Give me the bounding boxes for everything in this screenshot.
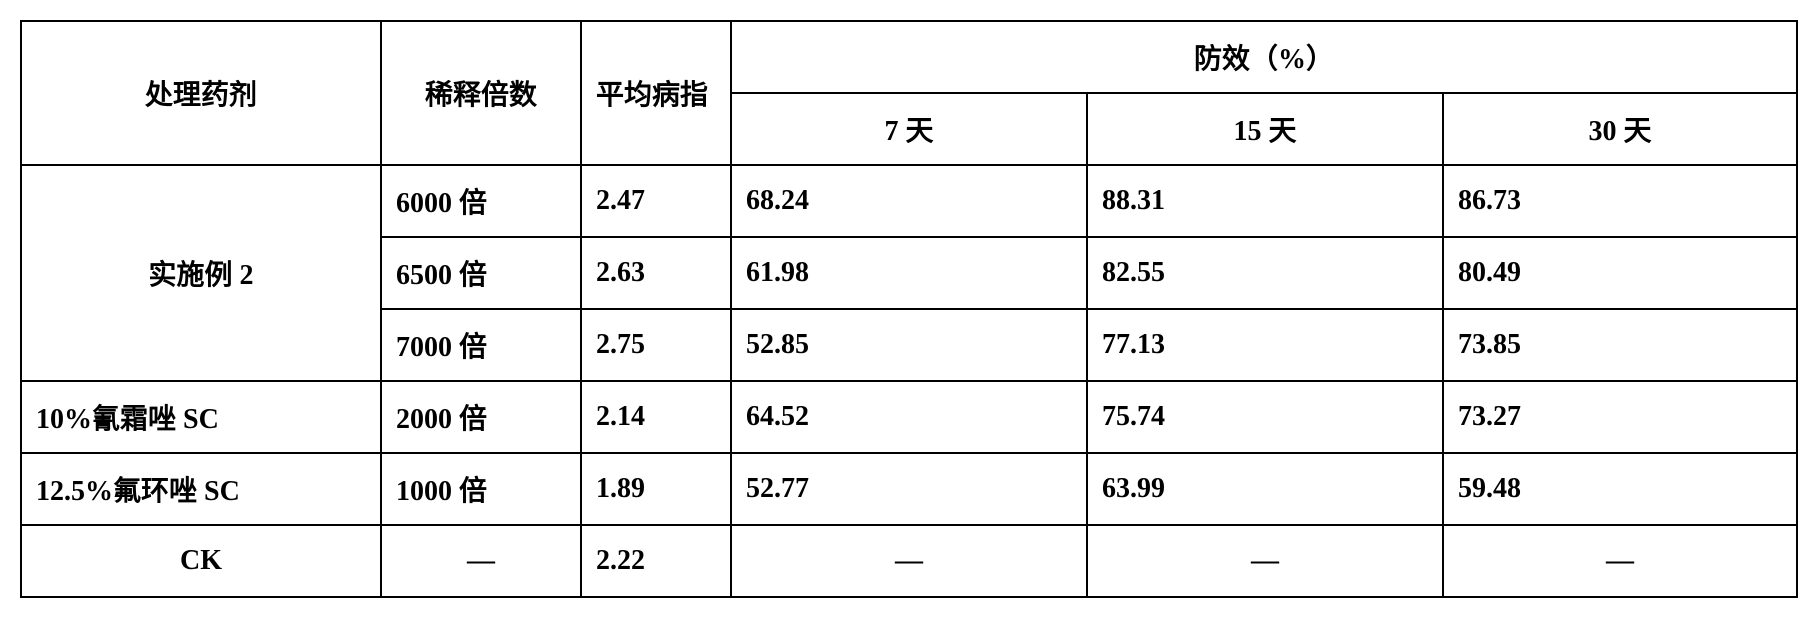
- cell-d15: —: [1087, 525, 1443, 597]
- cell-d15: 82.55: [1087, 237, 1443, 309]
- cell-dilution: 7000 倍: [381, 309, 581, 381]
- cell-d7: 52.77: [731, 453, 1087, 525]
- cell-index: 1.89: [581, 453, 731, 525]
- cell-agent: 10%氰霜唑 SC: [21, 381, 381, 453]
- cell-d30: 73.85: [1443, 309, 1797, 381]
- cell-d7: 52.85: [731, 309, 1087, 381]
- cell-d30: 86.73: [1443, 165, 1797, 237]
- header-row-1: 处理药剂 稀释倍数 平均病指 防效（%）: [21, 21, 1797, 93]
- cell-d7: 68.24: [731, 165, 1087, 237]
- cell-index: 2.22: [581, 525, 731, 597]
- header-dilution: 稀释倍数: [381, 21, 581, 165]
- header-index: 平均病指: [581, 21, 731, 165]
- cell-d30: 59.48: [1443, 453, 1797, 525]
- cell-agent: 实施例 2: [21, 165, 381, 381]
- cell-d7: 64.52: [731, 381, 1087, 453]
- cell-dilution: —: [381, 525, 581, 597]
- cell-d7: 61.98: [731, 237, 1087, 309]
- cell-index: 2.14: [581, 381, 731, 453]
- header-d15: 15 天: [1087, 93, 1443, 165]
- cell-d30: 73.27: [1443, 381, 1797, 453]
- header-efficacy: 防效（%）: [731, 21, 1797, 93]
- cell-agent: CK: [21, 525, 381, 597]
- header-d7: 7 天: [731, 93, 1087, 165]
- cell-dilution: 2000 倍: [381, 381, 581, 453]
- efficacy-table: 处理药剂 稀释倍数 平均病指 防效（%） 7 天 15 天 30 天 实施例 2…: [20, 20, 1798, 598]
- header-d30: 30 天: [1443, 93, 1797, 165]
- cell-d30: 80.49: [1443, 237, 1797, 309]
- cell-dilution: 1000 倍: [381, 453, 581, 525]
- cell-d15: 63.99: [1087, 453, 1443, 525]
- cell-index: 2.75: [581, 309, 731, 381]
- header-agent: 处理药剂: [21, 21, 381, 165]
- cell-d7: —: [731, 525, 1087, 597]
- cell-d15: 88.31: [1087, 165, 1443, 237]
- table-row: 12.5%氟环唑 SC 1000 倍 1.89 52.77 63.99 59.4…: [21, 453, 1797, 525]
- table-row: 实施例 2 6000 倍 2.47 68.24 88.31 86.73: [21, 165, 1797, 237]
- table-row: 10%氰霜唑 SC 2000 倍 2.14 64.52 75.74 73.27: [21, 381, 1797, 453]
- cell-d15: 77.13: [1087, 309, 1443, 381]
- cell-d15: 75.74: [1087, 381, 1443, 453]
- cell-dilution: 6000 倍: [381, 165, 581, 237]
- cell-dilution: 6500 倍: [381, 237, 581, 309]
- cell-index: 2.63: [581, 237, 731, 309]
- cell-index: 2.47: [581, 165, 731, 237]
- table-row: CK — 2.22 — — —: [21, 525, 1797, 597]
- cell-agent: 12.5%氟环唑 SC: [21, 453, 381, 525]
- cell-d30: —: [1443, 525, 1797, 597]
